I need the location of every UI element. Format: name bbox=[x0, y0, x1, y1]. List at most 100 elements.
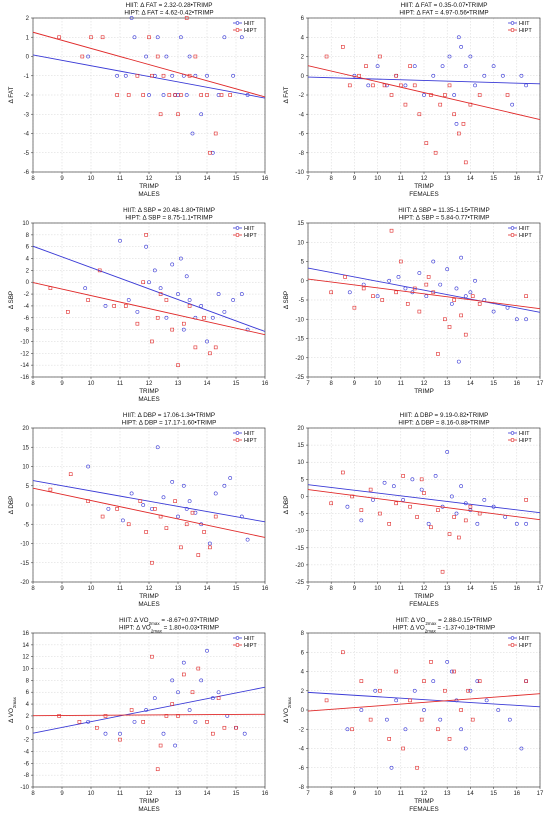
equation-label: HIPT: Δ DBP = 8.16-0.88•TRIMP bbox=[398, 420, 489, 427]
data-point-hipt bbox=[447, 532, 452, 536]
data-point-hiit bbox=[118, 238, 122, 243]
x-tick-label: 12 bbox=[146, 381, 153, 387]
data-point-hipt bbox=[124, 304, 128, 308]
data-point-hiit bbox=[176, 514, 180, 519]
y-tick-label: -10 bbox=[295, 529, 304, 535]
data-point-hipt bbox=[426, 275, 431, 279]
legend-marker-hipt bbox=[235, 233, 240, 237]
data-point-hipt bbox=[150, 73, 154, 78]
data-point-hiit bbox=[452, 93, 457, 97]
group-label: FEMALES bbox=[409, 191, 438, 198]
data-point-hiit bbox=[132, 719, 137, 724]
x-tick-label: 12 bbox=[146, 586, 153, 592]
data-point-hipt bbox=[155, 315, 160, 320]
data-point-hipt bbox=[222, 725, 227, 730]
data-point-hiit bbox=[431, 259, 436, 264]
y-tick-label: -10 bbox=[295, 317, 304, 323]
data-point-hipt bbox=[176, 112, 180, 117]
y-tick-label: 6 bbox=[301, 650, 305, 656]
data-point-hiit bbox=[473, 83, 477, 88]
y-tick-label: -4 bbox=[299, 112, 305, 118]
equation-label: HIIT: Δ VO2max = 2.88-0.15•TRIMP bbox=[396, 617, 492, 626]
data-point-hiit bbox=[359, 708, 364, 712]
y-tick-label: 2 bbox=[26, 714, 30, 720]
data-point-hipt bbox=[66, 310, 70, 314]
equation-label: HIPT: Δ SBP = 5.84-0.77•TRIMP bbox=[399, 215, 490, 222]
x-tick-label: 10 bbox=[88, 586, 95, 592]
y-tick-label: 0 bbox=[301, 279, 305, 285]
data-point-hipt bbox=[329, 290, 334, 295]
data-point-hipt bbox=[408, 64, 412, 68]
group-label: FEMALES bbox=[409, 601, 438, 608]
y-tick-label: 1 bbox=[26, 35, 30, 41]
x-tick-label: 13 bbox=[444, 791, 451, 797]
data-point-hiit bbox=[456, 359, 461, 364]
chart-panel: HIIT: Δ DBP = 17.06-1.34•TRIMP HIPT: Δ DB… bbox=[0, 410, 275, 615]
y-tick-label: -8 bbox=[299, 151, 305, 157]
y-tick-label: -2 bbox=[299, 93, 305, 99]
data-point-hiit bbox=[463, 501, 468, 506]
legend-marker-hiit bbox=[510, 226, 515, 230]
data-point-hiit bbox=[205, 339, 209, 344]
data-point-hiit bbox=[454, 511, 459, 516]
data-point-hiit bbox=[181, 483, 186, 488]
data-point-hiit bbox=[519, 746, 524, 751]
data-point-hipt bbox=[378, 511, 382, 516]
data-point-hiit bbox=[401, 497, 406, 502]
data-point-hipt bbox=[324, 54, 329, 59]
data-point-hiit bbox=[205, 73, 209, 78]
data-point-hiit bbox=[228, 476, 233, 480]
x-tick-label: 10 bbox=[374, 586, 381, 592]
data-point-hiit bbox=[524, 679, 528, 684]
x-tick-label: 17 bbox=[537, 176, 544, 182]
data-point-hiit bbox=[231, 73, 236, 78]
data-point-hipt bbox=[357, 73, 361, 78]
data-point-hipt bbox=[103, 714, 108, 718]
y-tick-label: -2 bbox=[24, 292, 30, 298]
data-point-hiit bbox=[187, 499, 192, 504]
y-axis-label: Δ VO2max bbox=[8, 696, 17, 722]
y-axis-label: Δ SBP bbox=[8, 291, 15, 309]
y-tick-label: -3 bbox=[24, 112, 30, 118]
data-point-hipt bbox=[401, 474, 405, 478]
x-tick-label: 11 bbox=[117, 176, 124, 182]
data-point-hipt bbox=[95, 725, 99, 730]
data-point-hipt bbox=[463, 332, 468, 337]
data-point-hiit bbox=[412, 688, 417, 693]
data-point-hiit bbox=[431, 679, 436, 684]
data-point-hiit bbox=[144, 54, 149, 59]
y-tick-label: 10 bbox=[22, 221, 29, 227]
data-point-hipt bbox=[155, 767, 160, 772]
legend-marker-hipt bbox=[510, 643, 515, 647]
data-point-hipt bbox=[158, 743, 163, 748]
data-point-hiit bbox=[161, 495, 166, 500]
data-point-hipt bbox=[213, 345, 218, 350]
data-point-hiit bbox=[396, 275, 401, 279]
data-point-hiit bbox=[500, 73, 505, 78]
legend-marker-hipt bbox=[235, 438, 240, 442]
data-point-hiit bbox=[491, 64, 496, 69]
group-label: MALES bbox=[138, 601, 159, 608]
data-point-hiit bbox=[484, 698, 489, 703]
data-point-hipt bbox=[138, 499, 143, 503]
data-point-hipt bbox=[524, 679, 528, 683]
x-tick-label: 11 bbox=[398, 586, 405, 592]
equation-label: HIPT: Δ FAT = 4.62-0.42•TRIMP bbox=[124, 10, 213, 17]
data-point-hipt bbox=[193, 54, 198, 59]
data-point-hiit bbox=[524, 83, 528, 88]
data-point-hiit bbox=[216, 292, 221, 296]
data-point-hipt bbox=[389, 93, 394, 97]
data-point-hiit bbox=[126, 298, 131, 302]
y-tick-label: -2 bbox=[24, 93, 30, 99]
x-tick-label: 14 bbox=[204, 586, 211, 592]
legend-marker-hiit bbox=[235, 226, 240, 230]
x-tick-label: 17 bbox=[537, 791, 544, 797]
data-point-hiit bbox=[422, 93, 426, 97]
equation-label: HIIT: Δ DBP = 17.06-1.34•TRIMP bbox=[123, 412, 215, 419]
data-point-hipt bbox=[190, 510, 195, 515]
y-axis-label: Δ FAT bbox=[283, 87, 290, 104]
data-point-hipt bbox=[380, 298, 385, 302]
x-axis-label: TRIMP bbox=[139, 593, 159, 600]
data-point-hipt bbox=[324, 698, 329, 703]
